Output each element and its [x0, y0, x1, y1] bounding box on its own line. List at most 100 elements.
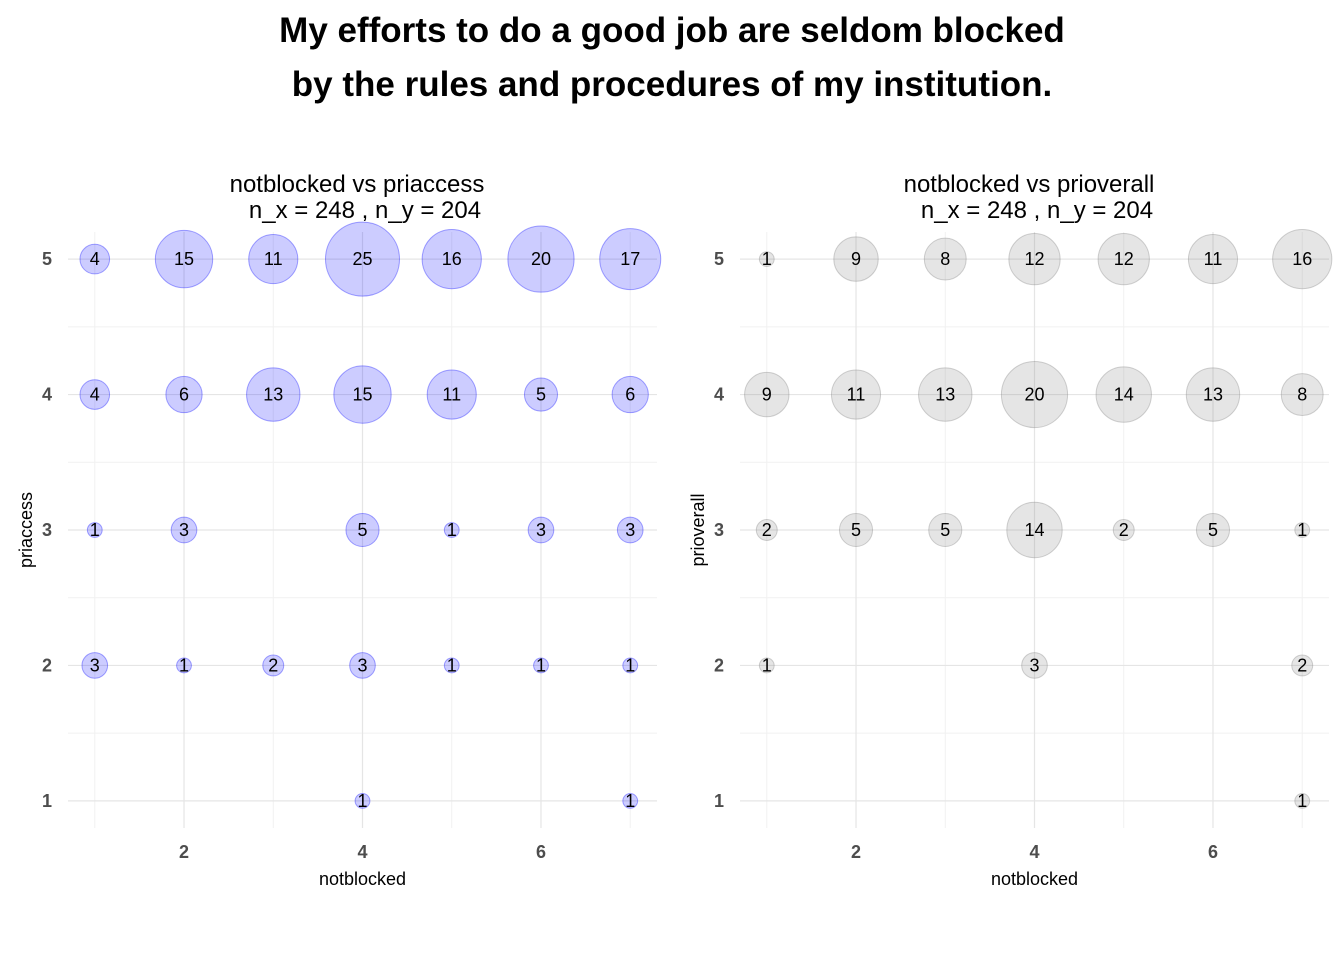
bubble-count-label: 2 [762, 520, 772, 540]
panel-subtitle: n_x = 248 , n_y = 204 [921, 197, 1153, 224]
bubble-point [622, 657, 639, 674]
bubble-point [1294, 793, 1311, 809]
bubble-count-label: 14 [1114, 385, 1134, 405]
bubble-point [248, 234, 299, 285]
bubble-point [923, 237, 967, 281]
bubble-point [443, 522, 460, 538]
bubble-count-label: 3 [357, 655, 367, 675]
x-tick-label: 4 [357, 842, 367, 862]
bubble-point [1097, 232, 1150, 286]
x-axis-label: notblocked [319, 869, 406, 889]
bubble-count-label: 11 [847, 385, 866, 405]
bubble-point [349, 652, 376, 679]
bubble-count-label: 1 [357, 791, 367, 811]
bubble-point [1280, 373, 1324, 416]
bubble-point [838, 512, 874, 548]
bubble-point [507, 225, 575, 293]
bubble-count-label: 17 [620, 249, 640, 269]
panel-subtitle: n_x = 248 , n_y = 204 [249, 197, 481, 224]
bubble-point [611, 375, 649, 414]
bubble-point [1291, 654, 1314, 677]
y-tick-label: 1 [714, 791, 724, 811]
bubble-point [1187, 234, 1239, 285]
bubble-point [616, 516, 644, 544]
bubble-count-label: 4 [90, 249, 100, 269]
bubble-count-label: 1 [447, 520, 457, 540]
bubble-point [1000, 360, 1069, 429]
y-axis-label: priaccess [16, 492, 36, 568]
bubble-point [1006, 501, 1063, 559]
main-title-line-1: My efforts to do a good job are seldom b… [279, 11, 1065, 50]
y-tick-label: 1 [42, 791, 52, 811]
bubble-count-label: 1 [762, 655, 772, 675]
bubble-point [86, 522, 103, 538]
bubble-point [928, 512, 963, 548]
y-tick-label: 3 [42, 520, 52, 540]
y-tick-label: 4 [714, 385, 724, 405]
bubble-count-label: 2 [1119, 520, 1129, 540]
bubble-point [744, 371, 790, 418]
bubble-point [1185, 367, 1241, 422]
bubble-point [426, 369, 477, 420]
bubble-count-label: 6 [179, 385, 189, 405]
bubble-count-label: 14 [1024, 520, 1044, 540]
bubble-count-label: 11 [264, 249, 283, 269]
bubble-count-label: 5 [851, 520, 861, 540]
x-tick-label: 4 [1029, 842, 1039, 862]
bubble-point [325, 221, 400, 297]
bubble-point [1195, 512, 1231, 548]
x-axis-label: notblocked [991, 869, 1078, 889]
bubble-point [599, 228, 662, 291]
bubble-point [1095, 366, 1152, 423]
bubble-point [170, 516, 198, 544]
bubble-count-label: 1 [762, 249, 772, 269]
bubble-point [262, 654, 285, 677]
main-title: My efforts to do a good job are seldom b… [0, 4, 1344, 112]
bubble-count-label: 5 [1208, 520, 1218, 540]
bubble-count-label: 5 [536, 385, 546, 405]
bubble-count-label: 1 [1297, 791, 1307, 811]
bubble-point [1008, 232, 1061, 286]
y-tick-label: 2 [714, 655, 724, 675]
bubble-point [1112, 519, 1135, 541]
bubble-count-label: 16 [442, 249, 462, 269]
bubble-count-label: 1 [536, 655, 546, 675]
panel-left: 4 15 11 25 16 20 174 6 13 15 11 5 61 3 5 1 3 33 1 2 3 1 1 11 12 4… [16, 171, 662, 889]
bubble-count-label: 6 [625, 385, 635, 405]
bubble-point [527, 516, 555, 544]
y-tick-label: 3 [714, 520, 724, 540]
panel-title: notblocked vs prioverall [904, 171, 1155, 198]
bubble-point [165, 375, 203, 414]
bubble-point [79, 243, 111, 275]
bubble-point [354, 793, 371, 809]
y-tick-label: 5 [714, 249, 724, 269]
panel-right: 1 9 8 12 12 11 169 11 13 20 14 13 82 5 5 14 2 5 11 3 212 4 612… [688, 171, 1333, 889]
bubble-point [758, 251, 775, 267]
bubble-count-label: 20 [531, 249, 551, 269]
bubble-count-label: 1 [90, 520, 100, 540]
bubble-count-label: 1 [179, 655, 189, 675]
bubble-point [176, 657, 192, 674]
bubble-point [154, 229, 214, 289]
bubble-count-label: 1 [625, 655, 635, 675]
x-tick-label: 6 [1208, 842, 1218, 862]
y-tick-label: 2 [42, 655, 52, 675]
bubble-count-label: 3 [1029, 655, 1039, 675]
bubble-point [1294, 522, 1311, 538]
bubble-point [755, 519, 778, 541]
bubble-point [833, 236, 879, 282]
bubble-point [523, 377, 559, 412]
bubble-point [758, 657, 775, 674]
bubble-point [830, 369, 882, 420]
bubble-point [333, 365, 392, 424]
bubble-count-label: 2 [1297, 655, 1307, 675]
bubble-point [918, 367, 973, 422]
bubble-count-label: 3 [179, 520, 189, 540]
bubble-count-label: 13 [935, 385, 955, 405]
bubble-count-label: 5 [940, 520, 950, 540]
bubble-point [533, 657, 549, 674]
y-tick-label: 5 [42, 249, 52, 269]
x-tick-label: 6 [536, 842, 546, 862]
x-tick-label: 2 [179, 842, 189, 862]
bubble-count-label: 15 [352, 385, 372, 405]
